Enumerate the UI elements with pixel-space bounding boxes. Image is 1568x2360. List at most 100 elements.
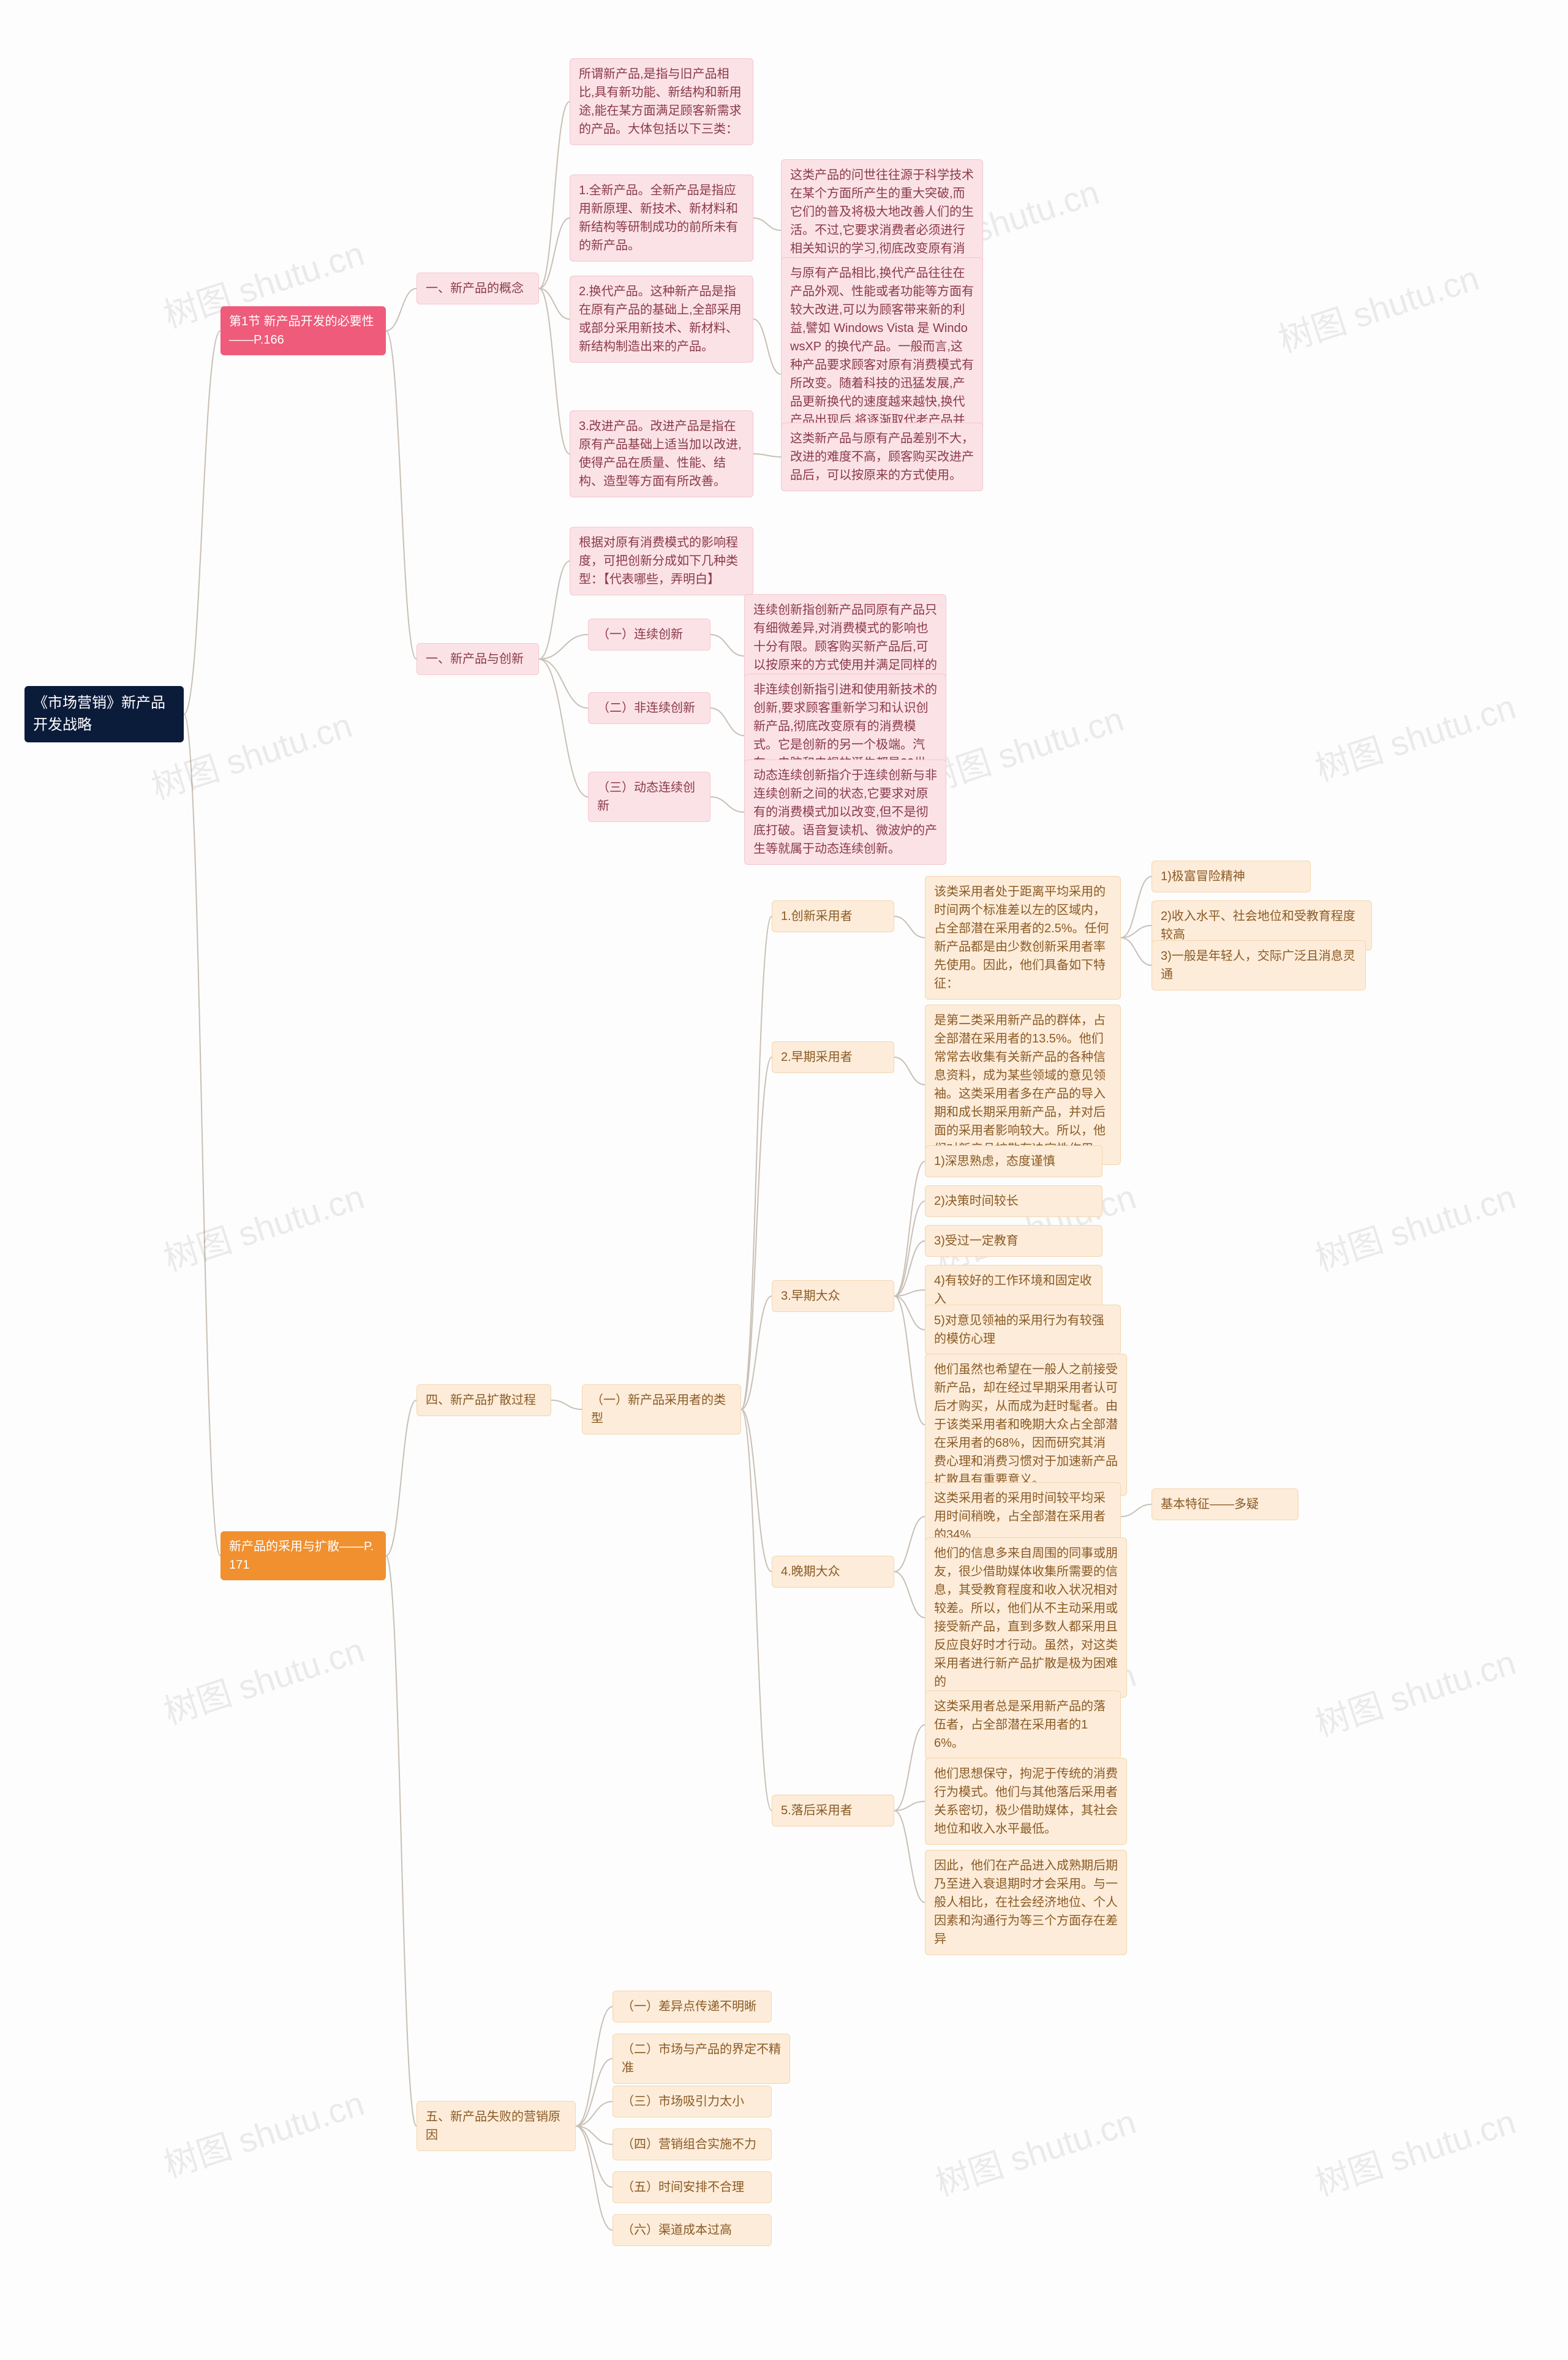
connector — [894, 1296, 925, 1425]
connector — [539, 659, 588, 797]
node-s2_c2_desc[interactable]: 是第二类采用新产品的群体，占全部潜在采用者的13.5%。他们常常去收集有关新产品… — [925, 1005, 1121, 1165]
node-s2_c3[interactable]: 3.早期大众 — [772, 1280, 894, 1312]
node-s2_f4[interactable]: （四）营销组合实施不力 — [612, 2128, 772, 2160]
connector — [741, 916, 772, 1409]
connector — [539, 635, 588, 659]
connector — [753, 218, 781, 230]
node-s1_new3[interactable]: 3.改进产品。改进产品是指在原有产品基础上适当加以改进,使得产品在质量、性能、结… — [570, 410, 753, 497]
connector — [894, 1517, 925, 1572]
watermark: 树图 shutu.cn — [1272, 251, 1485, 363]
connector — [894, 1572, 925, 1618]
node-s1_gainian_b[interactable]: 一、新产品与创新 — [417, 643, 539, 675]
watermark: 树图 shutu.cn — [157, 2076, 370, 2188]
node-s2_c1_f1[interactable]: 1)极富冒险精神 — [1152, 861, 1311, 892]
watermark: 树图 shutu.cn — [1308, 680, 1521, 791]
node-s2_c3_desc[interactable]: 他们虽然也希望在一般人之前接受新产品，却在经过早期采用者认可后才购买，从而成为赶… — [925, 1354, 1127, 1496]
connector — [741, 1409, 772, 1811]
node-s2_c3_f3[interactable]: 3)受过一定教育 — [925, 1225, 1102, 1257]
node-s2_c1_f3[interactable]: 3)一般是年轻人，交际广泛且消息灵通 — [1152, 940, 1366, 990]
node-s2_c5_d1[interactable]: 这类采用者总是采用新产品的落伍者，占全部潜在采用者的16%。 — [925, 1691, 1121, 1759]
connector — [539, 218, 570, 288]
connector — [184, 714, 221, 1556]
connector — [753, 454, 781, 457]
connector — [894, 916, 925, 938]
node-s1_new3_desc[interactable]: 这类新产品与原有产品差别不大，改进的难度不高，顾客购买改进产品后，可以按原来的方… — [781, 423, 983, 491]
node-s1_inn3_desc[interactable]: 动态连续创新指介于连续创新与非连续创新之间的状态,它要求对原有的消费模式加以改变… — [744, 760, 946, 865]
watermark: 树图 shutu.cn — [1308, 2095, 1521, 2206]
node-s1_inn_intro[interactable]: 根据对原有消费模式的影响程度，可把创新分成如下几种类型：【代表哪些，弄明白】 — [570, 527, 753, 595]
connector — [894, 1296, 925, 1330]
node-s1_gainian_a[interactable]: 一、新产品的概念 — [417, 273, 539, 304]
connector — [710, 797, 744, 812]
node-s2_f3[interactable]: （三）市场吸引力太小 — [612, 2086, 772, 2117]
connector — [894, 1161, 925, 1296]
connector — [539, 561, 570, 659]
watermark: 树图 shutu.cn — [1308, 1170, 1521, 1281]
node-s2_c5[interactable]: 5.落后采用者 — [772, 1795, 894, 1827]
connector — [894, 1801, 925, 1811]
connector — [710, 708, 744, 736]
node-s2_c4[interactable]: 4.晚期大众 — [772, 1556, 894, 1588]
node-s1_inn3[interactable]: （三）动态连续创新 — [588, 772, 710, 822]
connector — [1121, 938, 1152, 965]
node-s2_c3_f2[interactable]: 2)决策时间较长 — [925, 1185, 1102, 1217]
node-s1_new1[interactable]: 1.全新产品。全新产品是指应用新原理、新技术、新材料和新结构等研制成功的前所未有… — [570, 175, 753, 262]
connector — [894, 1725, 925, 1811]
node-s2_c4_tag[interactable]: 基本特征——多疑 — [1152, 1488, 1298, 1520]
connector — [539, 288, 570, 454]
node-s2_c4_d2[interactable]: 他们的信息多来自周围的同事或朋友，很少借助媒体收集所需要的信息，其受教育程度和收… — [925, 1537, 1127, 1698]
connector — [894, 1241, 925, 1296]
watermark: 树图 shutu.cn — [1308, 1635, 1521, 1747]
node-s1_inn2[interactable]: （二）非连续创新 — [588, 692, 710, 724]
connector — [576, 2126, 612, 2230]
connector — [741, 1057, 772, 1409]
node-s1_inn1[interactable]: （一）连续创新 — [588, 619, 710, 650]
watermark: 树图 shutu.cn — [916, 692, 1129, 804]
connector — [539, 659, 588, 708]
node-root[interactable]: 《市场营销》新产品开发战略 — [24, 686, 184, 742]
node-s2_c3_f5[interactable]: 5)对意见领袖的采用行为有较强的模仿心理 — [925, 1305, 1121, 1355]
node-s2_c2[interactable]: 2.早期采用者 — [772, 1041, 894, 1073]
node-sec1[interactable]: 第1节 新产品开发的必要性——P.166 — [221, 306, 386, 355]
watermark: 树图 shutu.cn — [157, 1170, 370, 1281]
connector — [1121, 877, 1152, 938]
connector — [386, 1400, 417, 1556]
connector — [894, 1201, 925, 1296]
node-s2_f2[interactable]: （二）市场与产品的界定不精准 — [612, 2034, 790, 2084]
connector — [386, 331, 417, 659]
connector — [576, 2059, 612, 2126]
watermark: 树图 shutu.cn — [929, 2095, 1142, 2206]
connector — [386, 288, 417, 331]
node-s2_f1[interactable]: （一）差异点传递不明晰 — [612, 1991, 772, 2023]
node-s1_def[interactable]: 所谓新产品,是指与旧产品相比,具有新功能、新结构和新用途,能在某方面满足顾客新需… — [570, 58, 753, 145]
node-s2_c1_desc[interactable]: 该类采用者处于距离平均采用的时间两个标准差以左的区域内，占全部潜在采用者的2.5… — [925, 876, 1121, 1000]
connector — [741, 1296, 772, 1409]
node-s2_types[interactable]: （一）新产品采用者的类型 — [582, 1384, 741, 1434]
connector — [576, 2102, 612, 2126]
connector — [576, 2126, 612, 2187]
node-s2_c3_f1[interactable]: 1)深思熟虑，态度谨慎 — [925, 1145, 1102, 1177]
node-s1_new2[interactable]: 2.换代产品。这种新产品是指在原有产品的基础上,全部采用或部分采用新技术、新材料… — [570, 276, 753, 363]
watermark: 树图 shutu.cn — [157, 1623, 370, 1735]
connector — [576, 2126, 612, 2144]
node-s2_f5[interactable]: （五）时间安排不合理 — [612, 2171, 772, 2203]
connector — [539, 288, 570, 319]
connector — [894, 1811, 925, 1902]
connector — [386, 1556, 417, 2126]
node-s2_proc[interactable]: 四、新产品扩散过程 — [417, 1384, 551, 1416]
connector — [576, 2007, 612, 2126]
connector — [539, 102, 570, 288]
connector — [753, 319, 781, 374]
node-s2_c1[interactable]: 1.创新采用者 — [772, 900, 894, 932]
connector — [1121, 1504, 1152, 1517]
node-s2_c5_d2[interactable]: 他们思想保守，拘泥于传统的消费行为模式。他们与其他落后采用者关系密切，极少借助媒… — [925, 1758, 1127, 1845]
node-s2_c5_d3[interactable]: 因此，他们在产品进入成熟期后期乃至进入衰退期时才会采用。与一般人相比，在社会经济… — [925, 1850, 1127, 1955]
node-s2_f6[interactable]: （六）渠道成本过高 — [612, 2214, 772, 2246]
connector — [894, 1057, 925, 1085]
connector — [184, 331, 221, 714]
node-s2_fail[interactable]: 五、新产品失败的营销原因 — [417, 2101, 576, 2151]
connector — [710, 635, 744, 656]
connector — [741, 1409, 772, 1572]
connector — [1121, 926, 1152, 938]
node-sec2[interactable]: 新产品的采用与扩散——P.171 — [221, 1531, 386, 1580]
